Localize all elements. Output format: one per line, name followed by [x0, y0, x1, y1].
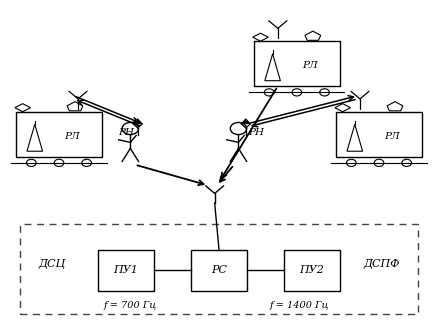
Text: ДСПФ: ДСПФ — [363, 259, 399, 269]
Text: РЛ: РЛ — [302, 61, 318, 70]
Text: РЛ: РЛ — [384, 132, 400, 141]
Text: ДСЦ: ДСЦ — [39, 259, 66, 269]
Polygon shape — [133, 119, 142, 124]
Text: ПУ1: ПУ1 — [113, 265, 138, 275]
Text: РН: РН — [118, 128, 134, 137]
Text: РС: РС — [211, 265, 227, 275]
Text: f = 700 Гц: f = 700 Гц — [104, 301, 157, 310]
Bar — [98, 249, 154, 291]
Text: f = 1400 Гц: f = 1400 Гц — [269, 301, 328, 310]
Text: ПУ2: ПУ2 — [300, 265, 325, 275]
Bar — [20, 224, 418, 314]
Text: РЛ: РЛ — [64, 132, 80, 141]
Text: РН: РН — [248, 128, 264, 137]
Polygon shape — [241, 119, 251, 124]
Bar — [191, 249, 247, 291]
Bar — [284, 249, 340, 291]
